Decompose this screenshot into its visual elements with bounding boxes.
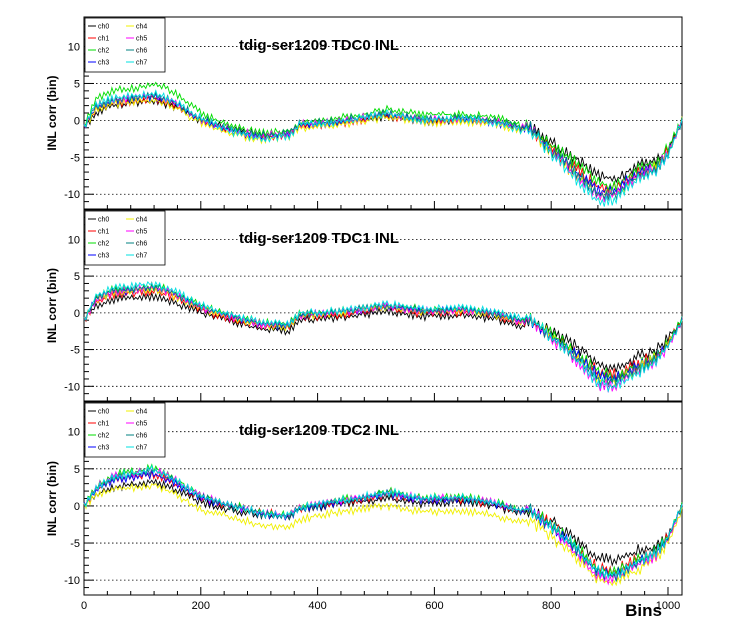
series-line-ch3 bbox=[83, 468, 683, 581]
legend-label-ch3: ch3 bbox=[98, 253, 109, 260]
legend-label-ch0: ch0 bbox=[98, 409, 109, 416]
legend-box bbox=[84, 402, 166, 458]
series-line-ch6 bbox=[83, 90, 683, 202]
y-axis-label: INL corr (bin) bbox=[45, 461, 59, 536]
series-line-ch4 bbox=[83, 97, 683, 201]
legend-label-ch1: ch1 bbox=[98, 229, 109, 236]
series-line-ch7 bbox=[83, 464, 683, 580]
y-tick-label: 10 bbox=[68, 427, 80, 439]
y-tick-label: 10 bbox=[68, 42, 80, 54]
legend-label-ch2: ch2 bbox=[98, 241, 109, 248]
x-tick-label: 400 bbox=[308, 600, 326, 612]
series-line-ch1 bbox=[83, 286, 683, 380]
chart-panel-1: -10 -5 0 5 10 tdig-ser1209 TDC1 INL INL corr (… bbox=[45, 209, 683, 402]
y-tick-label: -5 bbox=[70, 538, 80, 550]
y-tick-label: 0 bbox=[74, 115, 80, 127]
legend-label-ch4: ch4 bbox=[136, 409, 147, 416]
legend-label-ch6: ch6 bbox=[136, 241, 147, 248]
legend-label-ch5: ch5 bbox=[136, 36, 147, 43]
chart-title: tdig-ser1209 TDC2 INL bbox=[239, 422, 399, 439]
legend-label-ch4: ch4 bbox=[136, 217, 147, 224]
y-tick-label: -10 bbox=[64, 381, 80, 393]
x-tick-label: 600 bbox=[425, 600, 443, 612]
legend-label-ch6: ch6 bbox=[136, 48, 147, 55]
legend-label-ch4: ch4 bbox=[136, 24, 147, 31]
legend-label-ch5: ch5 bbox=[136, 421, 147, 428]
y-tick-label: -10 bbox=[64, 575, 80, 587]
y-tick-label: -5 bbox=[70, 152, 80, 164]
legend-label-ch2: ch2 bbox=[98, 433, 109, 440]
y-tick-label: 10 bbox=[68, 234, 80, 246]
legend-label-ch7: ch7 bbox=[136, 253, 147, 260]
legend-label-ch6: ch6 bbox=[136, 433, 147, 440]
legend-label-ch0: ch0 bbox=[98, 24, 109, 31]
legend-label-ch7: ch7 bbox=[136, 60, 147, 67]
chart-panel-0: -10 -5 0 5 10 tdig-ser1209 TDC0 INL INL corr (… bbox=[45, 16, 683, 210]
legend-label-ch1: ch1 bbox=[98, 36, 109, 43]
x-tick-label: 0 bbox=[81, 600, 87, 612]
y-tick-label: 5 bbox=[74, 271, 80, 283]
series-line-ch7 bbox=[83, 280, 683, 393]
series-line-ch0 bbox=[83, 478, 683, 568]
legend-box bbox=[84, 17, 166, 73]
series-line-ch0 bbox=[83, 291, 683, 374]
legend-label-ch0: ch0 bbox=[98, 217, 109, 224]
x-axis-label: Bins bbox=[625, 601, 662, 620]
legend-box bbox=[84, 210, 166, 266]
series-line-ch4 bbox=[83, 482, 683, 587]
chart-title: tdig-ser1209 TDC1 INL bbox=[239, 230, 399, 247]
legend-label-ch3: ch3 bbox=[98, 445, 109, 452]
chart-title: tdig-ser1209 TDC0 INL bbox=[239, 37, 399, 54]
legend-label-ch1: ch1 bbox=[98, 421, 109, 428]
legend-label-ch5: ch5 bbox=[136, 229, 147, 236]
y-tick-label: 5 bbox=[74, 464, 80, 476]
chart-panel-2: -10 -5 0 5 10 0 200 400 600 800 1000 tdig-ser1209 T… bbox=[45, 401, 683, 620]
x-tick-label: 800 bbox=[542, 600, 560, 612]
series-line-ch7 bbox=[83, 89, 683, 207]
y-tick-label: 0 bbox=[74, 308, 80, 320]
y-tick-label: 5 bbox=[74, 78, 80, 90]
y-tick-label: 0 bbox=[74, 501, 80, 513]
x-tick-label: 200 bbox=[192, 600, 210, 612]
legend-label-ch3: ch3 bbox=[98, 60, 109, 67]
y-axis-label: INL corr (bin) bbox=[45, 268, 59, 343]
y-tick-label: -5 bbox=[70, 345, 80, 357]
legend-label-ch2: ch2 bbox=[98, 48, 109, 55]
legend-label-ch7: ch7 bbox=[136, 445, 147, 452]
y-tick-label: -10 bbox=[64, 189, 80, 201]
x-tick-label: 1000 bbox=[656, 600, 680, 612]
y-axis-label: INL corr (bin) bbox=[45, 75, 59, 150]
